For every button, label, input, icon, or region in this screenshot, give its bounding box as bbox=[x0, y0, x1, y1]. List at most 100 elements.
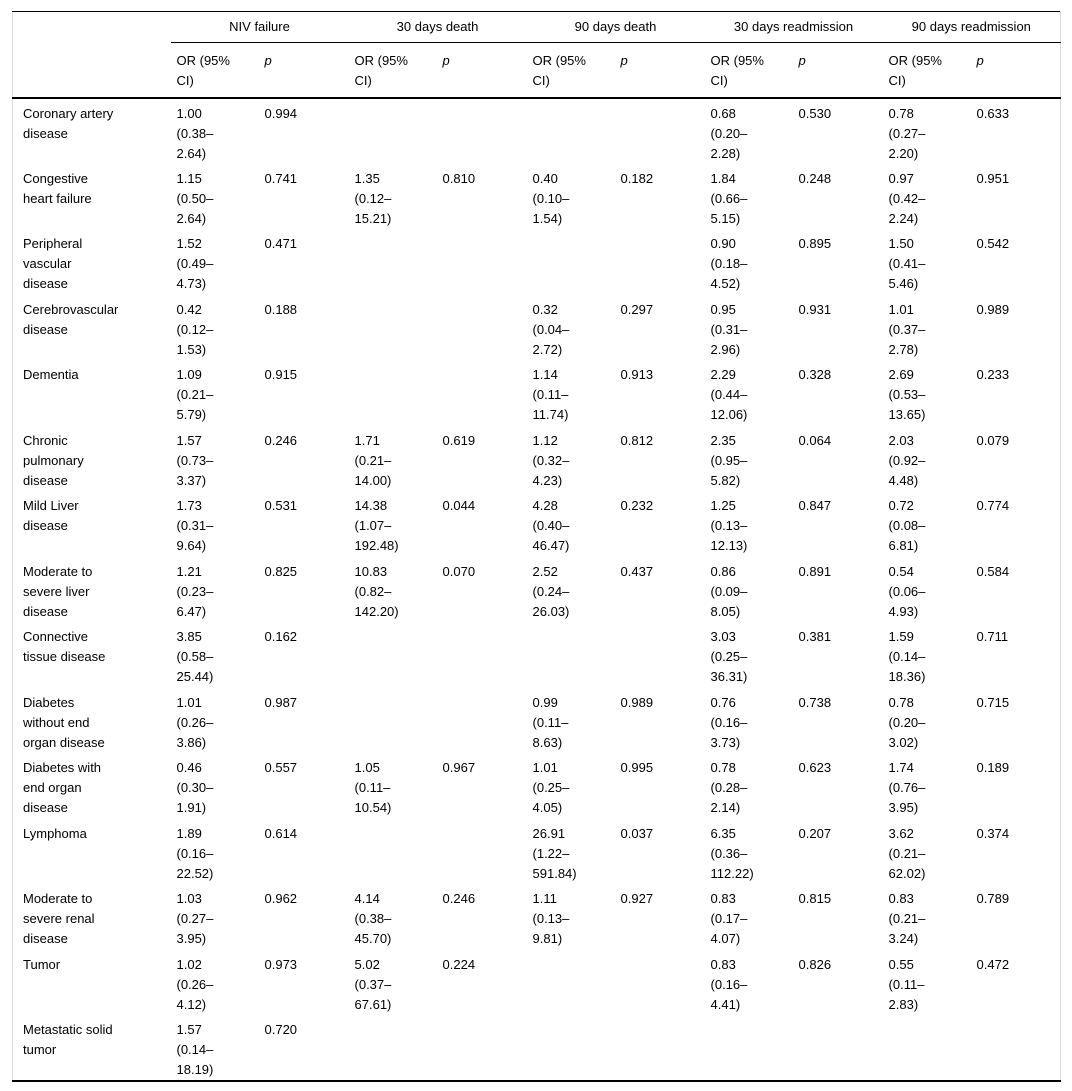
or-ci-cell bbox=[349, 295, 437, 361]
p-value-cell: 0.619 bbox=[442, 432, 476, 448]
or-ci-header: OR (95% CI) bbox=[526, 42, 615, 99]
p-value-cell bbox=[437, 98, 527, 164]
or-ci-header: OR (95% CI) bbox=[882, 42, 971, 99]
p-value-cell: 0.825 bbox=[264, 563, 298, 579]
or-ci-cell: 1.14 (0.11– 11.74) bbox=[532, 367, 569, 422]
or-ci-cell: 1.03 (0.27– 3.95) bbox=[176, 891, 214, 946]
or-ci-cell: 2.03 (0.92– 4.48) bbox=[888, 432, 926, 488]
p-value-cell bbox=[615, 229, 705, 295]
p-value-cell: 0.913 bbox=[620, 367, 654, 382]
or-ci-cell bbox=[349, 98, 437, 164]
or-ci-cell: 0.32 (0.04– 2.72) bbox=[532, 301, 570, 357]
p-value-cell bbox=[615, 1015, 705, 1081]
p-value-cell: 0.738 bbox=[798, 694, 832, 710]
table-row: Tumor 1.02 (0.26– 4.12) 0.973 5.02 (0.37– 6… bbox=[13, 950, 1061, 1016]
row-label: Coronary artery disease bbox=[23, 105, 114, 141]
row-label: Mild Liver disease bbox=[23, 498, 79, 533]
or-ci-cell: 1.25 (0.13– 12.13) bbox=[710, 498, 748, 553]
row-label: Connective tissue disease bbox=[23, 629, 106, 664]
or-ci-cell bbox=[527, 950, 615, 1016]
group-header-90-days-death: 90 days death bbox=[526, 11, 705, 43]
table-row: Mild Liver disease 1.73 (0.31– 9.64) 0.531… bbox=[13, 491, 1061, 557]
group-header-90-days-readmission: 90 days readmission bbox=[882, 11, 1061, 43]
p-value-cell: 0.951 bbox=[976, 170, 1010, 186]
p-value-cell: 0.471 bbox=[264, 236, 298, 251]
p-value-cell: 0.207 bbox=[798, 825, 832, 841]
table-row: Metastatic solid tumor 1.57 (0.14– 18.19)… bbox=[13, 1015, 1061, 1081]
or-ci-cell bbox=[883, 1015, 971, 1081]
corner-cell-2 bbox=[12, 42, 171, 99]
or-ci-cell: 1.71 (0.21– 14.00) bbox=[354, 432, 392, 488]
p-value-cell bbox=[615, 950, 705, 1016]
p-value-cell: 0.064 bbox=[798, 432, 832, 448]
or-ci-cell: 0.83 (0.16– 4.41) bbox=[710, 956, 748, 1012]
corner-cell bbox=[13, 12, 171, 43]
table-row: Peripheral vascular disease 1.52 (0.49– 4… bbox=[13, 229, 1061, 295]
p-value-cell: 0.931 bbox=[798, 301, 832, 317]
or-ci-cell: 6.35 (0.36– 112.22) bbox=[710, 825, 754, 881]
group-header-row: NIV failure 30 days death 90 days death … bbox=[13, 11, 1061, 43]
p-value-cell bbox=[615, 622, 705, 688]
group-header-niv-failure: NIV failure bbox=[170, 11, 349, 43]
p-value-cell: 0.989 bbox=[976, 301, 1010, 317]
p-value-cell: 0.741 bbox=[264, 170, 298, 186]
p-value-cell: 0.915 bbox=[264, 367, 298, 382]
or-ci-cell: 3.85 (0.58– 25.44) bbox=[176, 629, 214, 684]
p-value-cell: 0.374 bbox=[976, 825, 1010, 841]
p-value-cell: 0.962 bbox=[264, 891, 298, 906]
p-value-cell bbox=[437, 1015, 527, 1081]
or-ci-cell: 0.86 (0.09– 8.05) bbox=[710, 563, 748, 619]
table-body: Coronary artery disease 1.00 (0.38– 2.64)… bbox=[13, 98, 1061, 1082]
p-value-cell: 0.557 bbox=[264, 760, 298, 775]
p-value-cell: 0.994 bbox=[264, 105, 298, 121]
or-ci-cell: 1.21 (0.23– 6.47) bbox=[176, 563, 214, 619]
p-value-cell bbox=[437, 360, 527, 426]
or-ci-cell: 1.74 (0.76– 3.95) bbox=[888, 760, 926, 815]
or-ci-cell: 1.84 (0.66– 5.15) bbox=[710, 170, 748, 226]
or-ci-cell: 26.91 (1.22– 591.84) bbox=[532, 825, 577, 881]
p-value-cell bbox=[437, 819, 527, 885]
or-ci-cell: 1.01 (0.26– 3.86) bbox=[176, 694, 214, 750]
or-ci-cell bbox=[527, 1015, 615, 1081]
or-ci-cell: 1.11 (0.13– 9.81) bbox=[532, 891, 570, 946]
p-value-cell: 0.381 bbox=[798, 629, 832, 644]
or-ci-cell bbox=[527, 98, 615, 164]
row-label: Congestive heart failure bbox=[23, 170, 92, 206]
or-ci-cell: 0.68 (0.20– 2.28) bbox=[710, 105, 748, 161]
p-value-cell: 0.973 bbox=[264, 956, 298, 972]
or-ci-cell: 0.78 (0.20– 3.02) bbox=[888, 694, 926, 750]
or-ci-cell: 0.42 (0.12– 1.53) bbox=[176, 301, 214, 357]
or-ci-cell: 2.69 (0.53– 13.65) bbox=[888, 367, 926, 422]
or-ci-cell: 0.78 (0.28– 2.14) bbox=[710, 760, 748, 815]
p-value-cell: 0.248 bbox=[798, 170, 832, 186]
or-ci-cell bbox=[349, 688, 437, 754]
or-ci-cell: 4.28 (0.40– 46.47) bbox=[532, 498, 570, 553]
p-value-cell bbox=[971, 1015, 1061, 1081]
p-value-cell: 0.189 bbox=[976, 760, 1010, 775]
p-value-cell: 0.614 bbox=[264, 825, 298, 841]
or-ci-cell bbox=[349, 1015, 437, 1081]
or-ci-cell: 2.29 (0.44– 12.06) bbox=[710, 367, 748, 422]
or-ci-header: OR (95% CI) bbox=[170, 42, 259, 99]
p-value-header: p bbox=[436, 42, 527, 99]
table-row: Chronic pulmonary disease 1.57 (0.73– 3.3… bbox=[13, 426, 1061, 492]
or-ci-cell: 1.35 (0.12– 15.21) bbox=[354, 170, 392, 226]
or-ci-cell: 1.00 (0.38– 2.64) bbox=[176, 105, 214, 161]
p-value-cell bbox=[437, 229, 527, 295]
table-row: Diabetes with end organ disease 0.46 (0.3… bbox=[13, 753, 1061, 819]
or-ci-cell: 2.35 (0.95– 5.82) bbox=[710, 432, 748, 488]
or-ci-cell bbox=[349, 819, 437, 885]
comorbidity-outcomes-table: NIV failure 30 days death 90 days death … bbox=[12, 11, 1062, 1082]
p-value-cell: 0.633 bbox=[976, 105, 1010, 121]
p-value-cell: 0.815 bbox=[798, 891, 832, 906]
row-label: Cerebrovascular disease bbox=[23, 301, 119, 337]
row-label: Chronic pulmonary disease bbox=[23, 432, 84, 488]
or-ci-cell: 0.83 (0.17– 4.07) bbox=[710, 891, 748, 946]
p-value-cell: 0.584 bbox=[976, 563, 1010, 579]
p-value-cell bbox=[615, 98, 705, 164]
p-value-cell: 0.188 bbox=[264, 301, 298, 317]
row-label: Tumor bbox=[23, 956, 61, 972]
p-value-cell: 0.623 bbox=[798, 760, 832, 775]
or-ci-cell: 1.15 (0.50– 2.64) bbox=[176, 170, 214, 226]
